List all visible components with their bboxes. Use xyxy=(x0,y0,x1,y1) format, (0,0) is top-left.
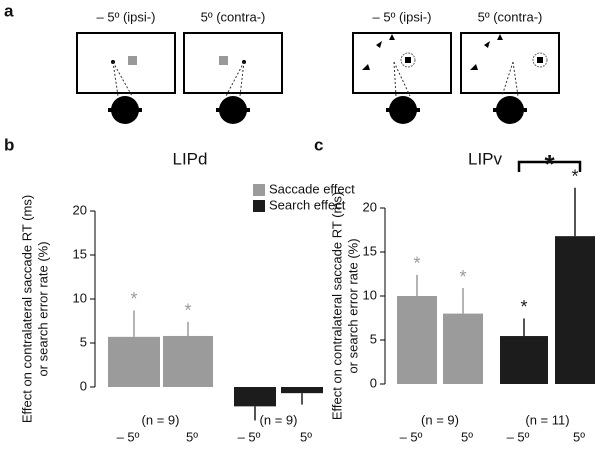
gaze-lines xyxy=(112,61,245,97)
bar xyxy=(397,296,437,384)
legend-label: Search effect xyxy=(269,197,346,212)
bar xyxy=(500,336,548,384)
x-tick-label: 5º xyxy=(300,429,312,444)
heads xyxy=(108,96,527,124)
y-axis-label: or search error rate (%) xyxy=(345,238,360,373)
screen xyxy=(183,32,283,94)
legend-swatch xyxy=(253,200,265,212)
y-axis-label: Effect on contralateral saccade RT (ms) xyxy=(19,195,34,423)
significance-star: * xyxy=(571,167,578,187)
panel-label: a xyxy=(4,1,14,20)
n-label: (n = 9) xyxy=(260,412,298,427)
y-tick-label: 15 xyxy=(363,243,377,258)
search-array xyxy=(362,34,548,80)
y-axis-label: or search error rate (%) xyxy=(35,241,50,376)
condition-label: 5º (contra-) xyxy=(201,9,266,24)
significance-star: * xyxy=(130,289,137,309)
y-tick-label: 10 xyxy=(73,290,87,305)
x-tick-label: 5º xyxy=(461,429,473,444)
condition-label: – 5º (ipsi-) xyxy=(97,9,156,24)
screen xyxy=(76,32,176,94)
y-tick-label: 0 xyxy=(80,378,87,393)
bar xyxy=(281,387,323,394)
x-tick-label: 5º xyxy=(186,429,198,444)
target xyxy=(128,56,137,65)
screen xyxy=(460,32,560,94)
y-tick-label: 5 xyxy=(370,331,377,346)
x-tick-label: – 5º xyxy=(117,429,140,444)
n-label: (n = 9) xyxy=(421,412,459,427)
y-tick-label: 20 xyxy=(363,199,377,214)
y-tick-label: 10 xyxy=(363,287,377,302)
n-label: (n = 9) xyxy=(142,412,180,427)
bar xyxy=(163,335,213,387)
y-tick-label: 0 xyxy=(370,375,377,390)
bar xyxy=(108,336,160,387)
y-tick-label: 5 xyxy=(80,334,87,349)
significance-star: * xyxy=(459,267,466,287)
chart-title: LIPv xyxy=(468,149,503,168)
legend-label: Saccade effect xyxy=(269,181,355,196)
panel-label: c xyxy=(314,135,323,154)
panel-label: b xyxy=(4,135,14,154)
y-axis-label: Effect on contralateral saccade RT (ms) xyxy=(329,192,344,420)
condition-label: – 5º (ipsi-) xyxy=(373,9,432,24)
bar xyxy=(555,236,595,384)
x-tick-label: 5º xyxy=(573,429,585,444)
bracket-star: * xyxy=(544,149,555,179)
y-tick-label: 20 xyxy=(73,202,87,217)
n-label: (n = 11) xyxy=(525,412,569,427)
target xyxy=(219,56,228,65)
bar xyxy=(443,313,483,384)
gaze-lines xyxy=(393,61,519,97)
panel-a-diagram: – 5º (ipsi-) 5º (contra-) – 5º (ipsi-) 5… xyxy=(76,9,560,124)
x-tick-label: – 5º xyxy=(507,429,530,444)
chart-title: LIPd xyxy=(173,149,208,168)
bar xyxy=(234,387,276,407)
condition-label: 5º (contra-) xyxy=(478,9,543,24)
x-tick-label: – 5º xyxy=(238,429,261,444)
legend-swatch xyxy=(253,184,265,196)
y-tick-label: 15 xyxy=(73,246,87,261)
significance-bracket xyxy=(517,160,582,172)
x-tick-label: – 5º xyxy=(400,429,423,444)
significance-star: * xyxy=(520,297,527,317)
significance-star: * xyxy=(184,301,191,321)
significance-star: * xyxy=(413,254,420,274)
